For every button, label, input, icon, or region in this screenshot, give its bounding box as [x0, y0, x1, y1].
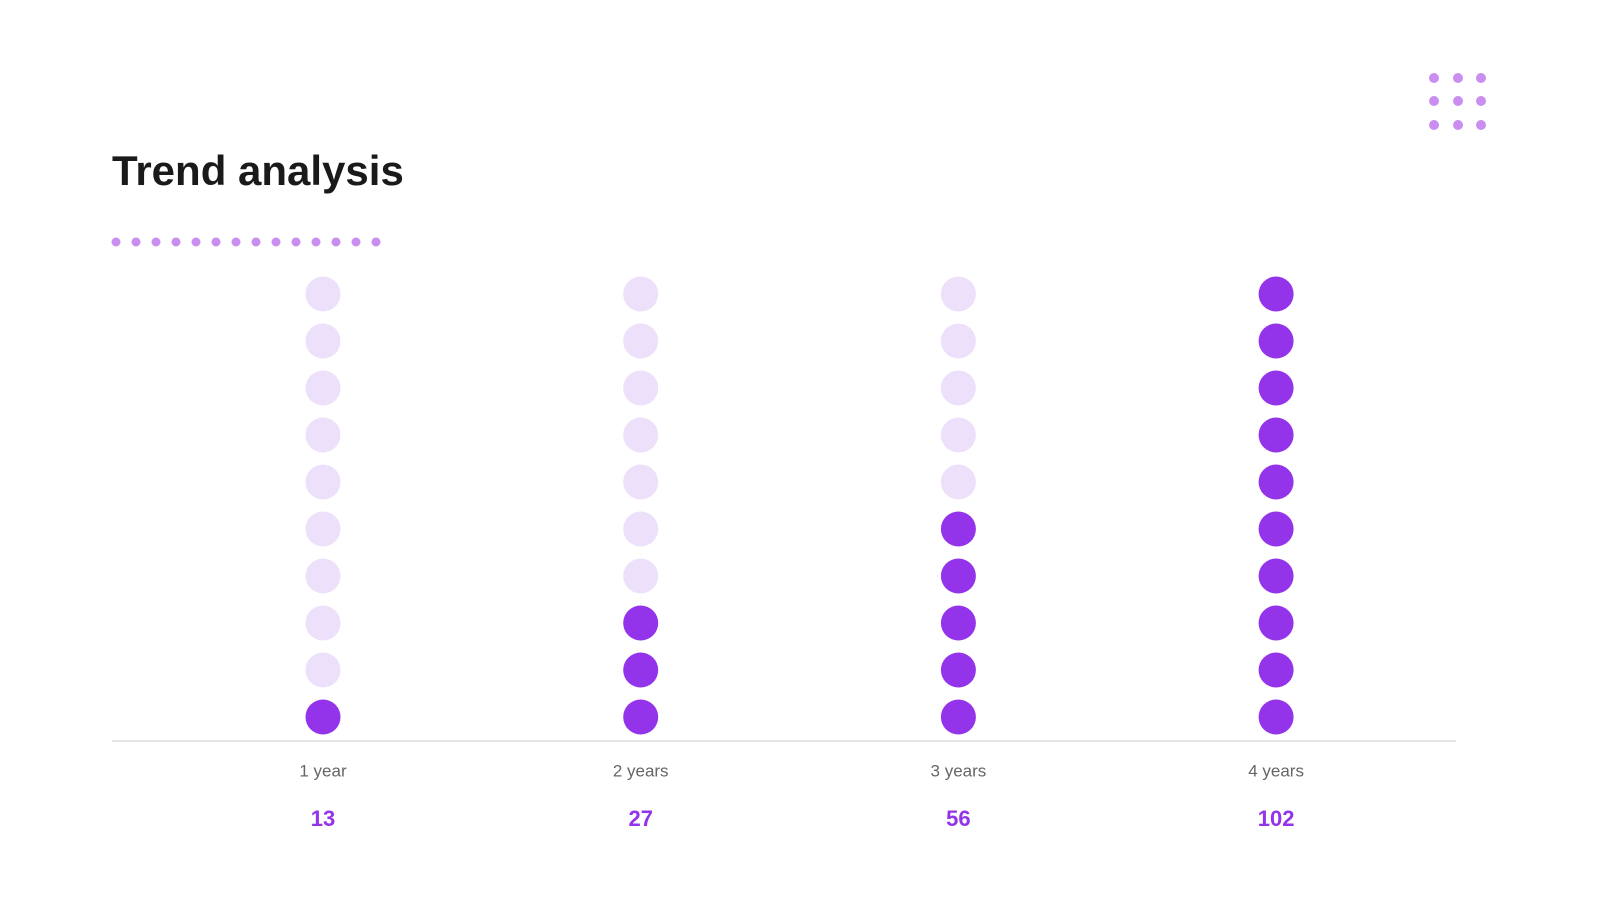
dot-filled: [940, 699, 976, 735]
dot-empty: [305, 511, 341, 547]
dot-filled: [1258, 464, 1294, 500]
dot-empty: [623, 417, 659, 453]
decoration: [111, 237, 381, 247]
dot-filled: [1258, 417, 1294, 453]
dot-empty: [305, 464, 341, 500]
dot-empty: [623, 323, 659, 359]
dot-empty: [305, 276, 341, 312]
value-label: 13: [311, 806, 335, 831]
value-label: 27: [628, 806, 652, 831]
dot-filled: [305, 699, 341, 735]
dot-empty: [305, 558, 341, 594]
dot-empty: [940, 464, 976, 500]
dot-empty: [940, 370, 976, 406]
dot-empty: [305, 417, 341, 453]
dot-filled: [623, 652, 659, 688]
dot-filled: [940, 511, 976, 547]
dot-filled: [1258, 276, 1294, 312]
corner-decoration: [1429, 73, 1486, 130]
dot-empty: [305, 652, 341, 688]
dot-filled: [1258, 558, 1294, 594]
dot-empty: [623, 370, 659, 406]
x-tick-label: 3 years: [931, 761, 987, 780]
x-tick-label: 1 year: [299, 761, 347, 780]
dot-empty: [623, 511, 659, 547]
dot-filled: [1258, 370, 1294, 406]
dot-filled: [1258, 652, 1294, 688]
value-label: 102: [1258, 806, 1295, 831]
dot-filled: [623, 699, 659, 735]
x-tick-label: 4 years: [1248, 761, 1304, 780]
dot-filled: [940, 652, 976, 688]
dot-filled: [1258, 323, 1294, 359]
dot-filled: [1258, 699, 1294, 735]
dot-empty: [940, 323, 976, 359]
dot-empty: [305, 370, 341, 406]
dot-empty: [305, 323, 341, 359]
dot-empty: [623, 276, 659, 312]
dot-filled: [940, 558, 976, 594]
x-tick-label: 2 years: [613, 761, 669, 780]
dot-empty: [623, 558, 659, 594]
dot-empty: [940, 417, 976, 453]
dot-filled: [1258, 511, 1294, 547]
dot-filled: [1258, 605, 1294, 641]
dot-filled: [623, 605, 659, 641]
dot-empty: [305, 605, 341, 641]
dot-filled: [940, 605, 976, 641]
value-label: 56: [946, 806, 970, 831]
dot-empty: [940, 276, 976, 312]
chart-title: Trend analysis: [112, 147, 404, 194]
dot-empty: [623, 464, 659, 500]
